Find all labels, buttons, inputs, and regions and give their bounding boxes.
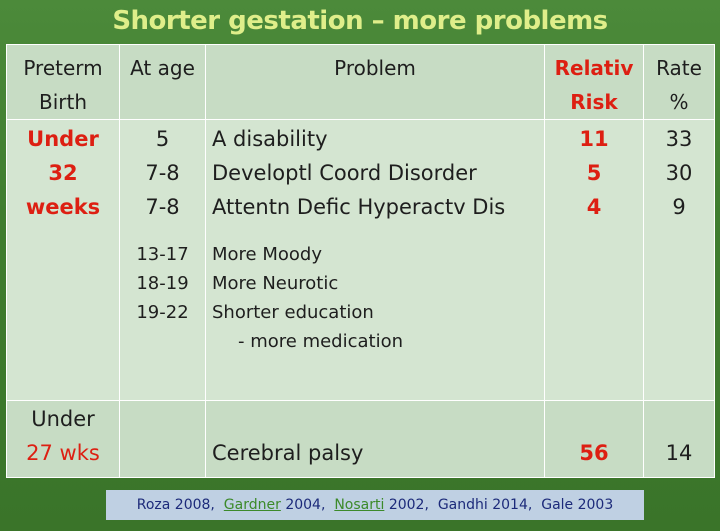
group-under-32-weeks: Under 32 weeks xyxy=(6,119,120,401)
problem-cerebral-palsy: Cerebral palsy xyxy=(205,399,545,479)
age-value: 7-8 xyxy=(145,195,180,220)
rate-cerebral-palsy: 14 xyxy=(643,399,715,479)
risk-value: 4 xyxy=(586,195,602,220)
age-value: 18-19 xyxy=(136,273,189,295)
table-row-under-27-weeks: Under 27 wks Cerebral palsy 56 14 xyxy=(6,399,715,479)
rate-cell: 33 30 9 xyxy=(643,119,715,401)
header-problem: Problem xyxy=(205,43,545,121)
risk-cerebral-palsy: 56 xyxy=(544,399,644,479)
risk-value: 5 xyxy=(586,161,602,186)
header-rate: Rate % xyxy=(643,43,715,121)
header-at-age: At age xyxy=(119,43,206,121)
problem-item: A disability xyxy=(212,127,328,152)
age-value: 7-8 xyxy=(145,161,180,186)
problem-item: Shorter education xyxy=(212,302,374,324)
table-row-under-32-weeks: Under 32 weeks 5 7-8 7-8 13-17 18-19 19-… xyxy=(6,119,715,401)
reference-nosarti-year: 2002, xyxy=(388,497,429,513)
group-under-27-weeks: Under 27 wks xyxy=(6,399,120,479)
slide-title: Shorter gestation – more problems xyxy=(112,6,608,36)
age-value: 19-22 xyxy=(136,302,189,324)
table-header-row: Preterm Birth At age Problem Relativ Ris… xyxy=(6,43,715,121)
age-value: 5 xyxy=(155,127,170,152)
header-preterm-birth: Preterm Birth xyxy=(6,43,120,121)
reference-gardner-link[interactable]: Gardner xyxy=(223,497,281,513)
problem-item: More Moody xyxy=(212,244,322,266)
problem-item: Attentn Defic Hyperactv Dis xyxy=(212,195,506,220)
age-value: 13-17 xyxy=(136,244,189,266)
problems-cell: A disability Developtl Coord Disorder At… xyxy=(205,119,545,401)
rate-value: 33 xyxy=(665,127,693,152)
references-bar: Roza 2008, Gardner 2004, Nosarti 2002, G… xyxy=(106,490,644,520)
rate-value: 9 xyxy=(672,195,686,220)
rate-value: 30 xyxy=(665,161,693,186)
header-relative-risk: Relativ Risk xyxy=(544,43,644,121)
outcomes-table: Preterm Birth At age Problem Relativ Ris… xyxy=(6,43,715,479)
reference-roza: Roza 2008, xyxy=(136,497,215,513)
relative-risk-cell: 11 5 4 xyxy=(544,119,644,401)
reference-gardner-year: 2004, xyxy=(285,497,326,513)
reference-gandhi: Gandhi 2014, xyxy=(437,497,533,513)
empty-age-cell xyxy=(119,399,206,479)
risk-value: 11 xyxy=(579,127,609,152)
reference-nosarti-link[interactable]: Nosarti xyxy=(334,497,385,513)
ages-cell: 5 7-8 7-8 13-17 18-19 19-22 xyxy=(119,119,206,401)
reference-gale: Gale 2003 xyxy=(541,497,614,513)
problem-item: More Neurotic xyxy=(212,273,339,295)
problem-item: - more medication xyxy=(238,331,404,353)
problem-item: Developtl Coord Disorder xyxy=(212,161,477,186)
